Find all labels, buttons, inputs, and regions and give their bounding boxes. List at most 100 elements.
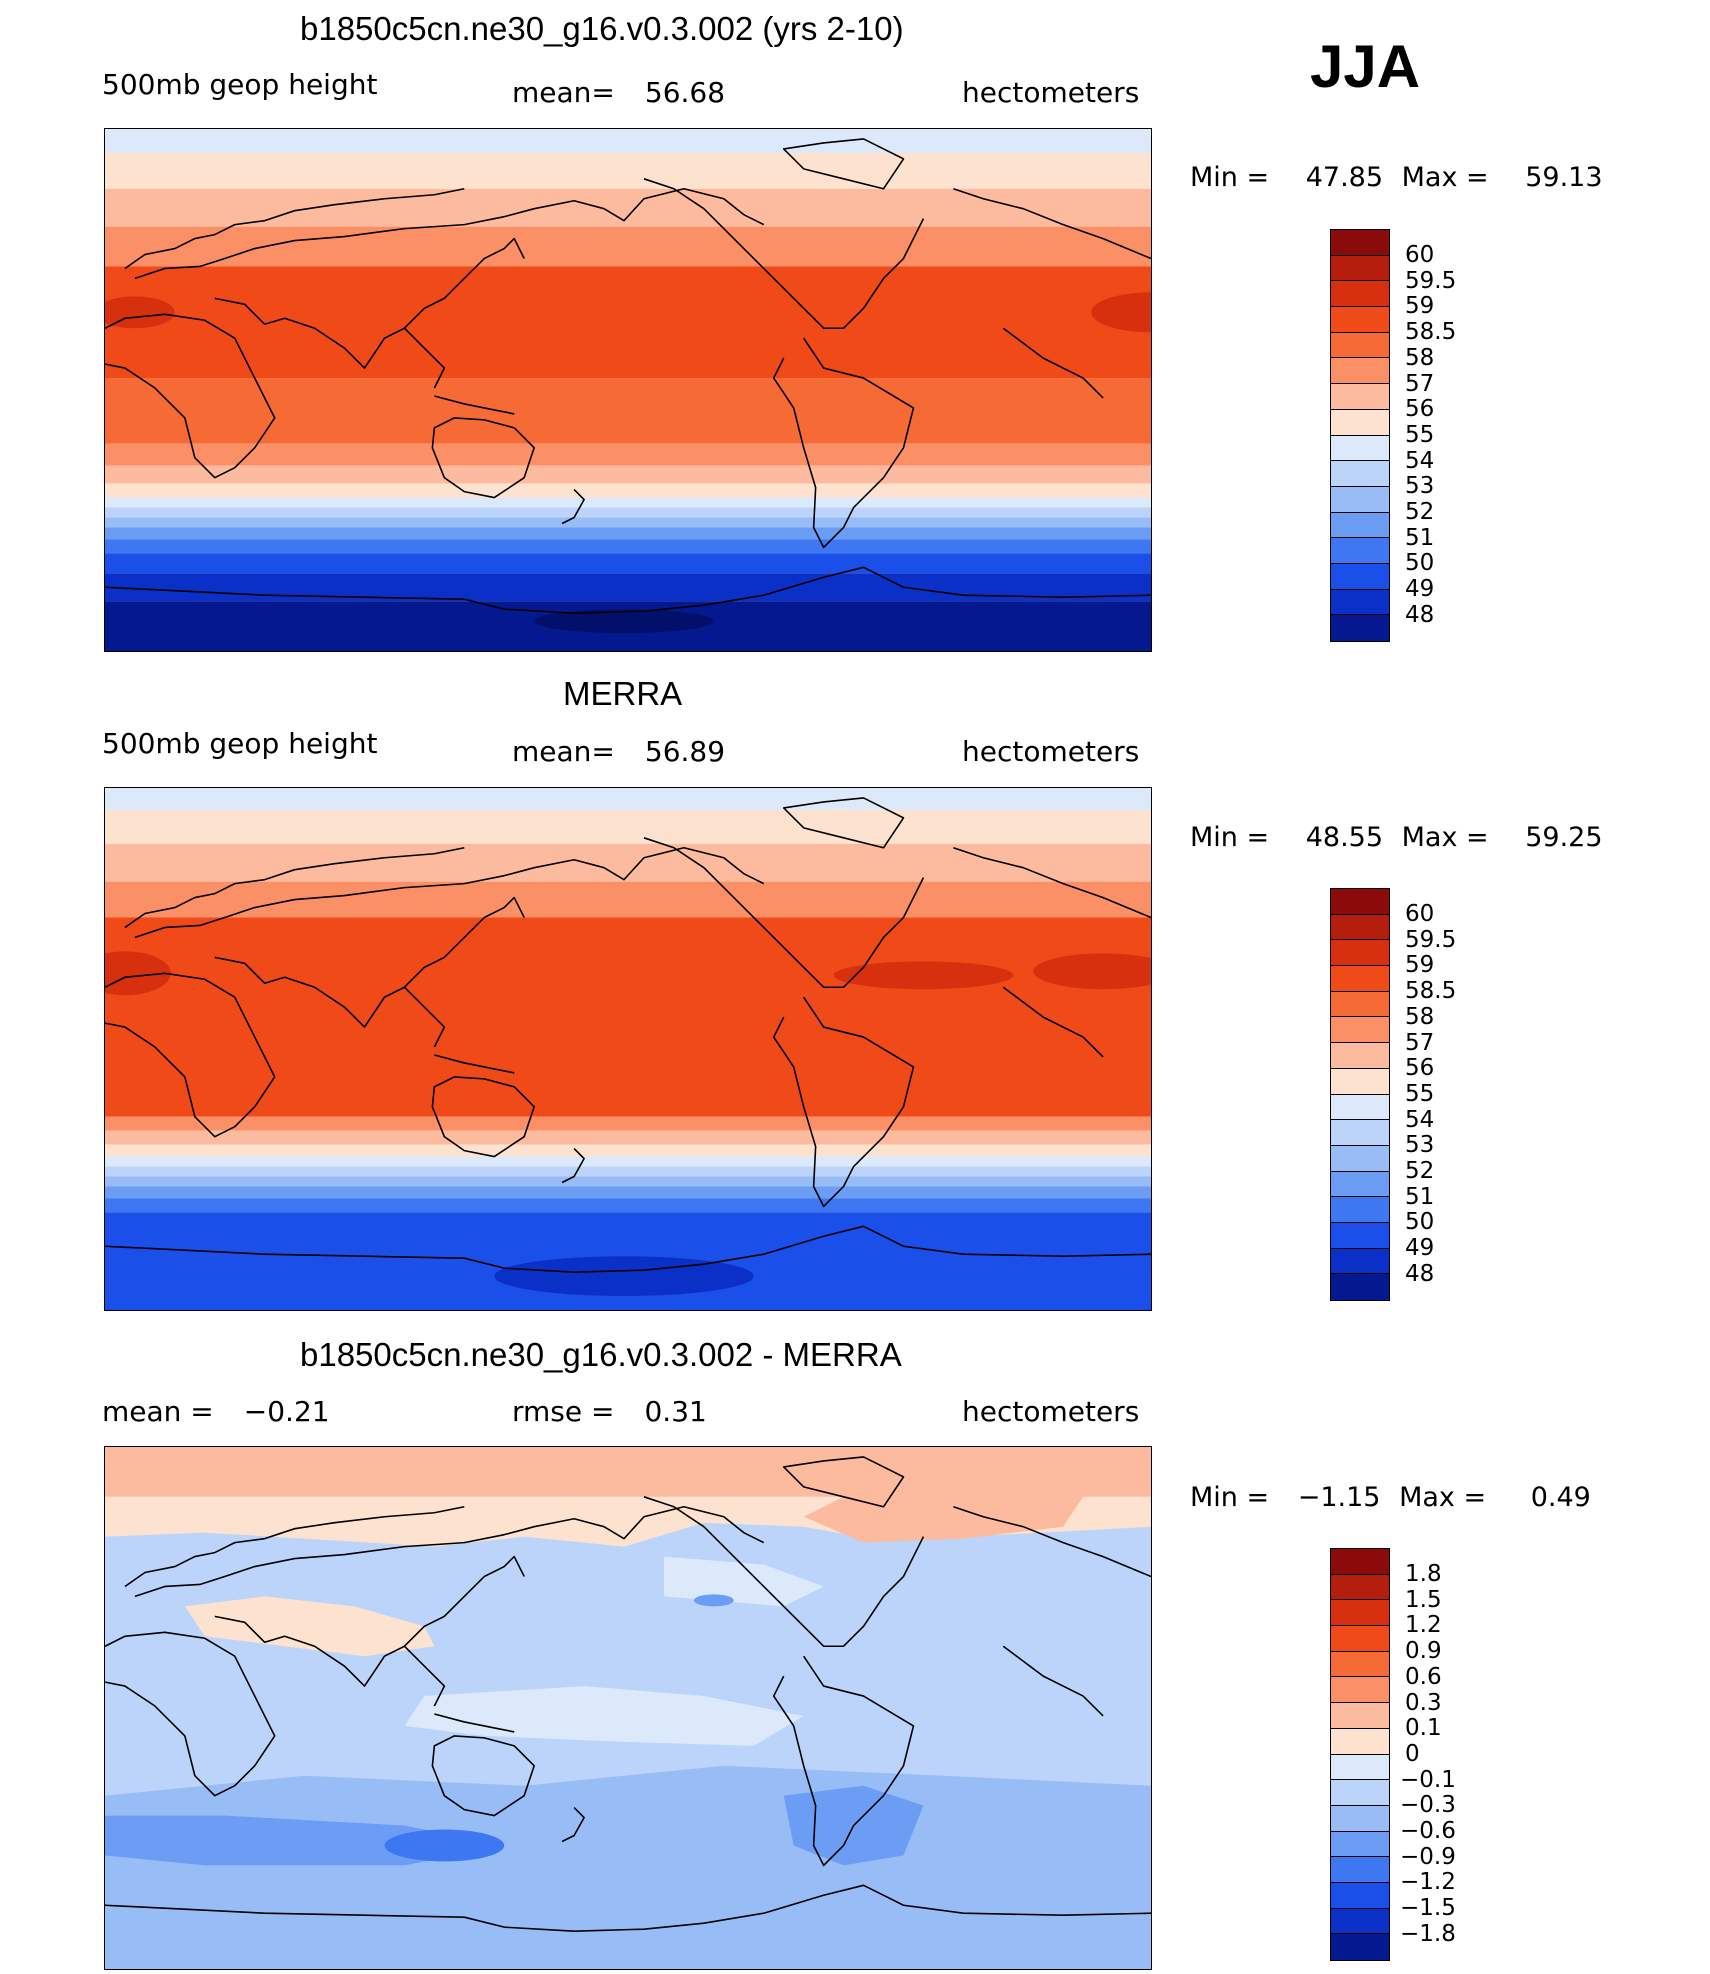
panel-1-colorbar [1330,229,1390,642]
panel-1-max-label: Max = [1401,162,1489,193]
panel-3-title: b1850c5cn.ne30_g16.v0.3.002 - MERRA [300,1336,902,1373]
panel-1-variable-label: 500mb geop height [102,68,378,101]
new-zealand [561,1807,585,1843]
colorbar-swatch [1331,615,1389,641]
coast [214,956,446,1048]
band [105,1186,1151,1199]
colorbar-2-label: 60 [1405,901,1435,927]
panel-3-units: hectometers [962,1395,1140,1428]
colorbar-swatch [1331,1882,1389,1909]
antarctic-low [534,609,714,634]
new-zealand [561,1148,585,1184]
colorbar-swatch [1331,230,1389,256]
panel-2-title: MERRA [563,675,683,712]
colorbar-2-label: 59 [1405,952,1435,978]
coast [403,896,525,988]
colorbar-1-label: 59.5 [1405,268,1457,294]
panel-1-map [104,128,1152,652]
southern-band [105,1765,1151,1969]
equatorial-feature [574,409,714,426]
tropical-light [404,1686,804,1746]
band [105,483,1151,498]
colorbar-swatch [1331,1574,1389,1601]
colorbar-1-label: 48 [1405,602,1435,628]
panel-1-mean-label: mean= [512,76,615,109]
colorbar-1-label: 51 [1405,525,1435,551]
panel-2-units: hectometers [962,735,1140,768]
colorbar-swatch [1331,281,1389,308]
band [105,188,1151,227]
colorbar-3-label: −0.9 [1400,1844,1456,1870]
colorbar-3-label: −0.1 [1400,1767,1456,1793]
panel-2-min-value: 48.55 [1305,822,1384,853]
colorbar-swatch [1331,1222,1389,1249]
colorbar-2-label: 52 [1405,1158,1435,1184]
colorbar-swatch [1331,538,1389,564]
colorbar-swatch [1331,1274,1389,1300]
colorbar-2-label: 51 [1405,1184,1435,1210]
coast [134,187,765,280]
band [105,1156,1151,1167]
panel-3-minmax: Min = −1.15 Max = 0.49 [1190,1482,1591,1513]
panel-2-mean-label: mean= [512,735,615,768]
coast [434,1713,515,1733]
band [105,527,1151,540]
greenland-positive [803,1476,1084,1543]
coast [1002,986,1104,1058]
australia [431,1735,535,1817]
panel-1-title: b1850c5cn.ne30_g16.v0.3.002 (yrs 2-10) [300,10,904,47]
colorbar-swatch [1331,1626,1389,1652]
antarctica [105,1225,1151,1273]
band [105,266,1151,379]
colorbar-swatch [1331,461,1389,487]
australia [431,1076,535,1158]
band [105,809,1151,844]
panel-3-map-svg [105,1447,1151,1969]
colorbar-2-label: 48 [1405,1261,1435,1287]
coast [105,313,276,479]
colorbar-swatch [1331,889,1389,915]
panel-2-colorbar [1330,888,1390,1301]
band [105,573,1151,602]
colorbar-3-label: −0.6 [1400,1818,1456,1844]
coast [403,237,525,329]
colorbar-swatch [1331,384,1389,410]
band [105,465,1151,484]
panel-1-map-svg [105,129,1151,651]
band [105,443,1151,466]
panel-2-max-value: 59.25 [1525,822,1603,853]
colorbar-2-label: 57 [1405,1030,1435,1056]
band [105,1176,1151,1187]
panel-1-mean: mean= 56.68 [512,76,725,109]
greenland [782,138,905,190]
colorbar-swatch [1331,307,1389,333]
high-atlantic-east [105,951,171,996]
colorbar-swatch [1331,914,1389,941]
coast [953,1506,1151,1578]
colorbar-3-label: −1.8 [1400,1921,1456,1947]
colorbar-swatch [1331,1651,1389,1678]
antarctica [105,1884,1151,1932]
panel-3-mean: mean = −0.21 [102,1395,330,1428]
antarctica [105,566,1151,614]
colorbar-3-label: 0.9 [1405,1638,1442,1664]
panel-3-rmse: rmse = 0.31 [512,1395,707,1428]
colorbar-swatch [1331,1754,1389,1781]
colorbar-swatch [1331,1934,1389,1960]
southern-low-core [384,1829,505,1862]
colorbar-swatch [1331,1068,1389,1095]
colorbar-3-label: −1.2 [1400,1869,1456,1895]
panel-3-max-label: Max = [1399,1482,1487,1513]
coast [105,972,276,1138]
panel-3-colorbar [1330,1548,1390,1961]
south-america [772,1655,915,1867]
south-america [772,996,915,1208]
colorbar-2-label: 54 [1405,1107,1435,1133]
colorbar-1-label: 53 [1405,473,1435,499]
colorbar-swatch [1331,1677,1389,1704]
high-atlantic-west [1033,953,1151,990]
south-america [772,337,915,549]
colorbar-2-label: 53 [1405,1132,1435,1158]
coastlines [105,138,1151,614]
colorbar-3-label: 1.2 [1405,1612,1442,1638]
